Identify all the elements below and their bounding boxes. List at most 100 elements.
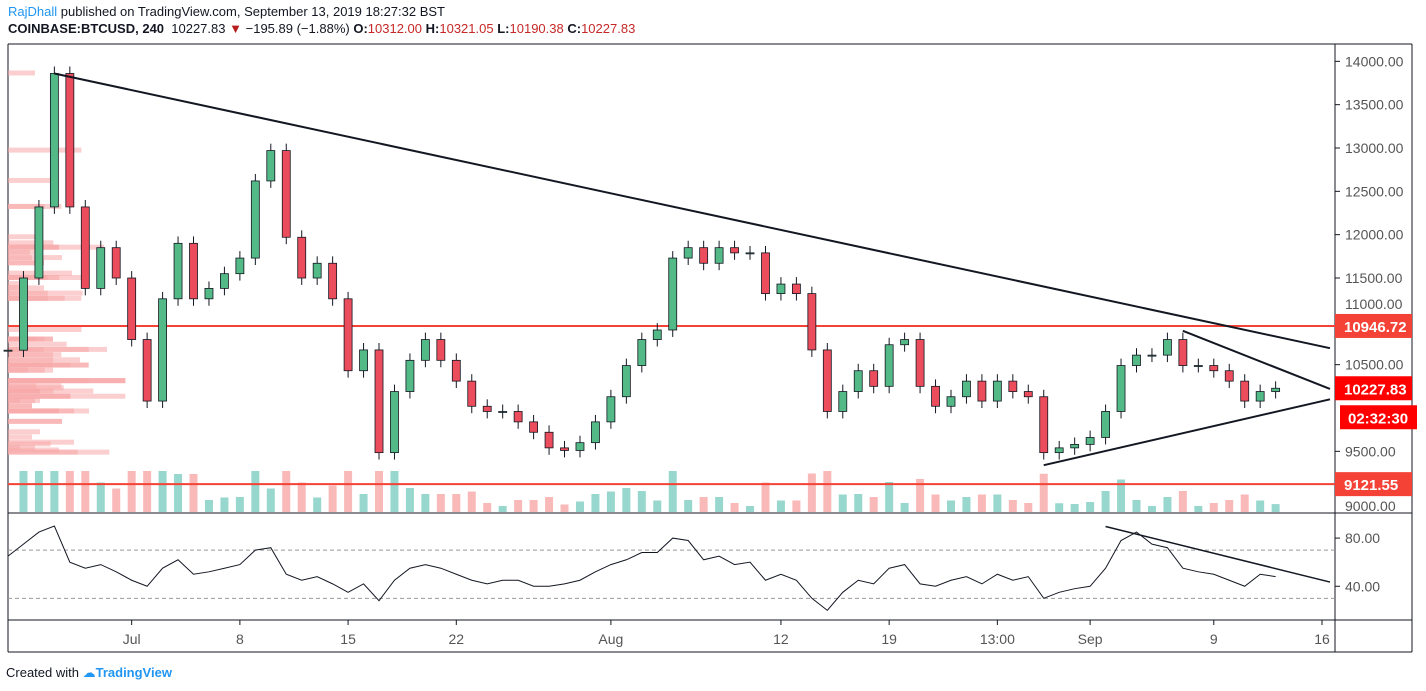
candle-body [220,273,229,289]
high-label: H: [425,21,440,36]
volume-profile-bar [8,281,20,287]
volume-profile-bar [8,244,59,250]
volume-profile-bar [8,398,35,404]
footer: Created with ☁TradingView [6,665,172,681]
volume-bar [328,485,337,512]
volume-bar [405,488,414,512]
candle-body [1255,391,1265,402]
volume-profile-bar [8,388,54,394]
candle-body [668,257,678,331]
price-tick-label: 12500.00 [1345,183,1404,199]
candle-body [869,370,879,387]
volume-bar [869,497,878,512]
candle-body [606,396,616,423]
volume-bar [1024,503,1033,512]
candle-body [420,339,430,361]
volume-bar [746,506,755,512]
candle-body [1209,365,1219,372]
volume-bar [807,473,816,512]
price-label-badge [1335,472,1412,497]
candle-body [931,385,940,407]
volume-bar [1271,504,1280,512]
candle-body [792,283,801,295]
volume-bar [622,488,631,512]
volume-bar [1117,479,1126,512]
volume-bar [498,506,507,512]
candle-body [1178,339,1188,366]
low-value: 10190.38 [509,21,564,36]
candle-body [65,73,75,208]
author-link[interactable]: RajDhall [8,4,58,19]
candle-body [405,359,415,392]
candle-body [591,421,600,444]
volume-bar [653,500,662,512]
volume-bar [792,500,801,512]
volume-bar [467,491,476,512]
down-triangle-icon: ▼ [229,21,242,36]
candle-body [266,150,276,182]
price-label-badge [1335,376,1412,401]
time-tick-label: 13:00 [980,631,1015,647]
volume-profile-bar [8,408,59,414]
volume-profile-bar [8,275,83,280]
publish-info: RajDhall published on TradingView.com, S… [8,4,445,19]
candle-body [297,236,307,279]
volume-bar [1039,473,1048,512]
time-tick-label: Aug [598,631,623,647]
volume-bar [390,471,399,512]
time-tick-label: 8 [236,631,244,647]
volume-bar [1240,494,1249,512]
time-tick-label: 15 [340,631,356,647]
candle-body [513,411,523,423]
volume-bar [81,471,90,512]
candle-body [575,442,585,451]
volume-bar [668,471,677,512]
candle-body [1101,411,1110,438]
volume-profile-bar [8,418,62,424]
candle-body [560,447,569,451]
volume-bar [1101,491,1110,512]
volume-bar [421,494,430,512]
price-tick-label: 13500.00 [1345,97,1404,113]
volume-bar [946,500,955,512]
volume-bar [483,503,492,512]
volume-bar [1055,503,1064,512]
candle-body [745,252,755,255]
volume-bar [776,500,785,512]
price-tick-label: 10500.00 [1345,357,1404,373]
volume-profile-bar [8,336,28,342]
candle-body [250,180,260,259]
volume-profile-bar [8,295,65,301]
price-tick-label: 9000.00 [1345,498,1396,514]
volume-bar [1086,502,1095,512]
price-label-text: 9121.55 [1344,477,1398,494]
volume-bar [235,497,244,512]
volume-bar [699,497,708,512]
candle-body [49,73,59,208]
tradingview-brand[interactable]: TradingView [95,665,172,680]
volume-bar [1209,503,1218,512]
volume-bar [266,488,275,512]
volume-bar [591,494,600,512]
volume-bar [730,503,739,512]
candle-body [189,242,198,300]
candle-body [158,298,167,402]
volume-profile-bar [8,327,82,332]
volume-profile-bar [8,234,35,240]
candle-body [962,380,971,398]
created-with-text: Created with [6,665,79,680]
trendline [54,72,1331,350]
volume-profile-bar [8,441,51,447]
candle-body [312,262,322,279]
volume-bar [900,503,909,512]
candle-body [1008,380,1018,392]
candle-body [204,287,214,300]
candle-body [915,339,925,387]
price-chart[interactable]: 14000.00 13500.00 13000.00 12500.00 12000.00… [0,0,1426,660]
candle-body [621,365,631,398]
price-tick-label: 12000.00 [1345,227,1404,243]
candle-body [467,380,477,407]
volume-bar [606,491,615,512]
volume-bar [143,471,152,512]
candle-body [1070,443,1080,449]
